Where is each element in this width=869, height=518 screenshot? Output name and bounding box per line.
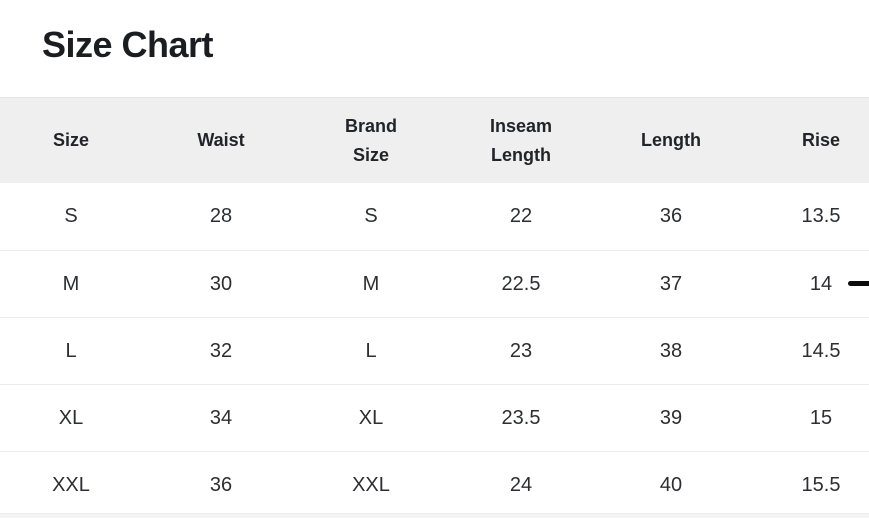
column-header-length: Length [641, 130, 701, 150]
table-body: S 28 S 22 36 13.5 M 30 M 22.5 37 14 L 32 L 23 38 14.5 XL 34… [0, 183, 869, 518]
table-cell: 14 [809, 272, 833, 295]
table-cell: XL [358, 406, 384, 429]
table-cell: 23 [509, 339, 533, 362]
table-cell: 22.5 [501, 272, 541, 295]
table-cell: 28 [209, 205, 233, 227]
table-cell: S [364, 205, 378, 227]
column-header-inseam-length: Inseam Length [489, 115, 553, 165]
table-row: S 28 S 22 36 13.5 [0, 183, 869, 250]
table-cell: L [365, 339, 377, 362]
table-cell: XXL [52, 473, 90, 496]
table-cell: L [65, 339, 77, 362]
table-cell: 38 [659, 339, 683, 362]
table-cell: XXL [352, 473, 390, 496]
table-row: M 30 M 22.5 37 14 [0, 250, 869, 317]
table-cell: 13.5 [801, 205, 841, 227]
column-header-size: Size [52, 130, 90, 150]
table-cell: 24 [509, 473, 533, 496]
next-section-edge [0, 513, 869, 518]
table-cell: S [64, 205, 78, 227]
size-chart-table: Size Waist Brand Size Inseam Length Leng… [0, 97, 869, 518]
table-cell: 37 [659, 272, 683, 295]
table-cell: 14.5 [801, 339, 841, 362]
table-cell: 36 [209, 473, 233, 496]
table-cell: 40 [659, 473, 683, 496]
table-cell: 23.5 [501, 406, 541, 429]
table-cell: 36 [659, 205, 683, 227]
column-header-rise: Rise [801, 130, 841, 150]
column-header-waist: Waist [197, 130, 245, 150]
page-title: Size Chart [42, 24, 214, 65]
table-cell: 15.5 [801, 473, 841, 496]
right-edge-dash-mark [848, 281, 869, 286]
column-header-brand-size: Brand Size [344, 115, 397, 165]
table-cell: 15 [809, 406, 833, 429]
table-cell: XL [58, 406, 84, 429]
table-cell: M [362, 272, 380, 295]
table-cell: 32 [209, 339, 233, 362]
table-row: XL 34 XL 23.5 39 15 [0, 384, 869, 451]
table-header-row: Size Waist Brand Size Inseam Length Leng… [0, 97, 869, 183]
table-cell: 22 [509, 205, 533, 227]
table-cell: 39 [659, 406, 683, 429]
table-row: XXL 36 XXL 24 40 15.5 [0, 451, 869, 518]
size-chart-table-viewport[interactable]: Size Waist Brand Size Inseam Length Leng… [0, 97, 869, 518]
table-cell: 34 [209, 406, 233, 429]
table-row: L 32 L 23 38 14.5 [0, 317, 869, 384]
table-cell: M [62, 272, 80, 295]
table-cell: 30 [209, 272, 233, 295]
